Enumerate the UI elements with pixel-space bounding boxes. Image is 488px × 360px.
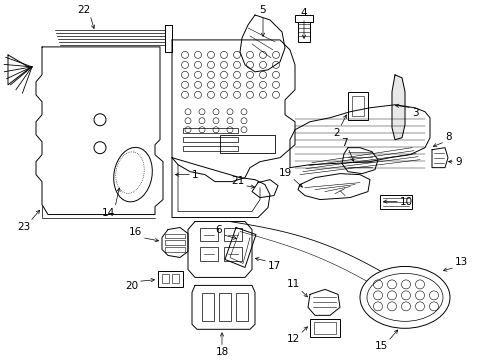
Text: 6: 6 (215, 225, 222, 234)
Text: 21: 21 (230, 176, 244, 186)
Ellipse shape (113, 147, 152, 202)
Bar (162, 274, 169, 283)
Text: 19: 19 (278, 168, 291, 177)
Text: 20: 20 (124, 282, 138, 291)
Bar (309, 319, 339, 337)
Text: 12: 12 (286, 334, 299, 344)
Text: 8: 8 (444, 132, 451, 142)
Bar (200, 247, 218, 261)
Polygon shape (341, 148, 377, 174)
Text: 23: 23 (17, 221, 30, 231)
Bar (224, 228, 242, 242)
Bar (220, 135, 274, 153)
Bar (297, 20, 309, 42)
Bar (219, 293, 230, 321)
Ellipse shape (359, 266, 449, 328)
Bar (158, 271, 183, 287)
Polygon shape (187, 221, 251, 278)
Polygon shape (172, 158, 269, 217)
Bar (164, 234, 184, 238)
Text: 14: 14 (102, 208, 115, 217)
Bar (183, 146, 238, 151)
Polygon shape (164, 25, 172, 52)
Bar (313, 322, 335, 334)
Bar (200, 228, 218, 242)
Bar (224, 247, 242, 261)
Polygon shape (224, 228, 256, 267)
Text: 9: 9 (454, 157, 461, 167)
Bar (172, 274, 179, 283)
Polygon shape (431, 148, 447, 168)
Bar (347, 92, 367, 120)
Bar (202, 293, 214, 321)
Polygon shape (289, 105, 429, 168)
Text: 16: 16 (128, 228, 142, 238)
Bar (379, 195, 411, 208)
Text: 18: 18 (215, 347, 228, 357)
Text: 15: 15 (374, 341, 387, 351)
Text: 17: 17 (267, 261, 281, 271)
Text: 2: 2 (333, 128, 339, 138)
Text: 4: 4 (300, 8, 306, 18)
Polygon shape (297, 174, 369, 199)
Polygon shape (8, 55, 30, 85)
Text: 22: 22 (77, 5, 90, 15)
Bar (183, 128, 238, 133)
Bar (236, 293, 247, 321)
Text: 10: 10 (399, 197, 412, 207)
Polygon shape (172, 40, 294, 181)
Text: 1: 1 (192, 170, 198, 180)
Polygon shape (162, 228, 187, 257)
Polygon shape (391, 75, 404, 140)
Polygon shape (36, 47, 163, 215)
Text: 11: 11 (286, 279, 299, 289)
Bar (164, 240, 184, 246)
Text: 7: 7 (341, 138, 347, 148)
Polygon shape (251, 180, 278, 198)
Polygon shape (192, 285, 254, 329)
Text: 5: 5 (259, 5, 266, 15)
Text: 13: 13 (454, 257, 468, 267)
Bar (183, 137, 238, 142)
Polygon shape (307, 289, 339, 315)
Bar (164, 247, 184, 252)
Bar (294, 15, 312, 22)
Text: 3: 3 (411, 108, 418, 118)
Bar (351, 96, 363, 116)
Polygon shape (240, 15, 285, 72)
